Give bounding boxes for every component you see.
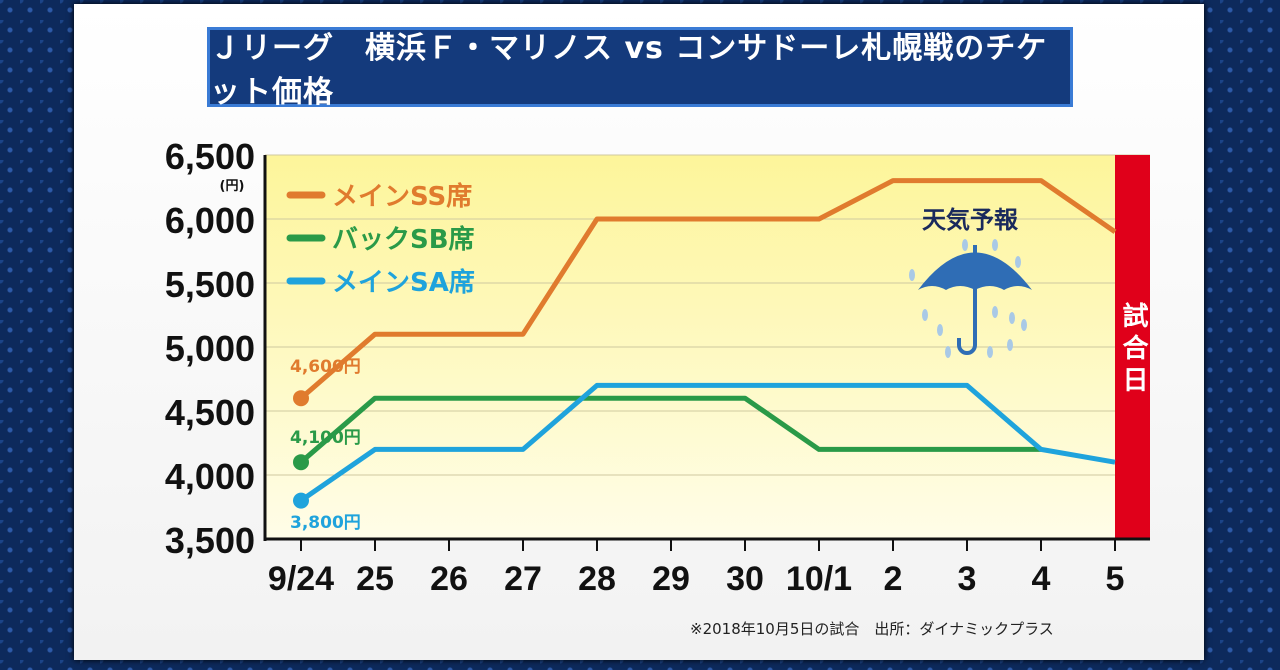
raindrop [937,324,943,336]
raindrop [1021,319,1027,331]
x-tick-label: 9/24 [268,560,334,598]
raindrop [945,346,951,358]
x-tick-label: 10/1 [786,560,852,598]
raindrop [987,346,993,358]
chart-title: Ｊリーグ 横浜Ｆ・マリノス vs コンサドーレ札幌戦のチケット価格 [207,27,1073,110]
raindrop [1007,339,1013,351]
x-tick-label: 4 [1032,560,1051,598]
series-line [299,395,1041,465]
x-tick-label: 29 [652,560,690,598]
y-tick-label: 3,500 [165,520,255,561]
legend-label: メインSS席 [332,181,472,212]
y-tick-label: 5,000 [165,328,255,369]
raindrop [1009,312,1015,324]
series-start-point [293,390,309,407]
start-value-label: 4,600円 [290,357,361,377]
series-line [299,382,1116,503]
x-tick-label: 5 [1106,560,1125,598]
x-tick-label: 28 [578,560,616,598]
y-tick-label: 6,500 [165,136,255,177]
y-tick-label: 4,000 [165,456,255,497]
legend-label: バックSB席 [332,224,475,255]
x-tick-label: 27 [504,560,542,598]
x-tick-label: 26 [430,560,468,598]
series-start-point [293,492,309,509]
raindrop [992,239,998,251]
raindrop [922,309,928,321]
x-tick-label: 3 [958,560,977,598]
x-tick-label: 2 [884,560,903,598]
raindrop [962,239,968,251]
x-tick-label: 30 [726,560,764,598]
x-tick-label: 25 [356,560,394,598]
weather-label: 天気予報 [922,206,1019,234]
series-line [299,178,1117,401]
y-tick-label: 5,500 [165,264,255,305]
y-tick-label: 4,500 [165,392,255,433]
start-value-label: 3,800円 [290,513,361,533]
raindrop [909,269,915,281]
y-tick-label: 6,000 [165,200,255,241]
start-value-label: 4,100円 [290,428,361,448]
footnote: ※2018年10月5日の試合 出所：ダイナミックプラス [690,620,1054,638]
match-day-band [1115,155,1150,539]
legend-label: メインSA席 [332,267,475,298]
series-start-point [293,454,309,471]
y-axis-unit: (円) [220,179,245,194]
raindrop [992,306,998,318]
umbrella-handle [957,245,977,355]
raindrop [1015,256,1021,268]
match-day-label: 試合日 [1118,302,1148,398]
